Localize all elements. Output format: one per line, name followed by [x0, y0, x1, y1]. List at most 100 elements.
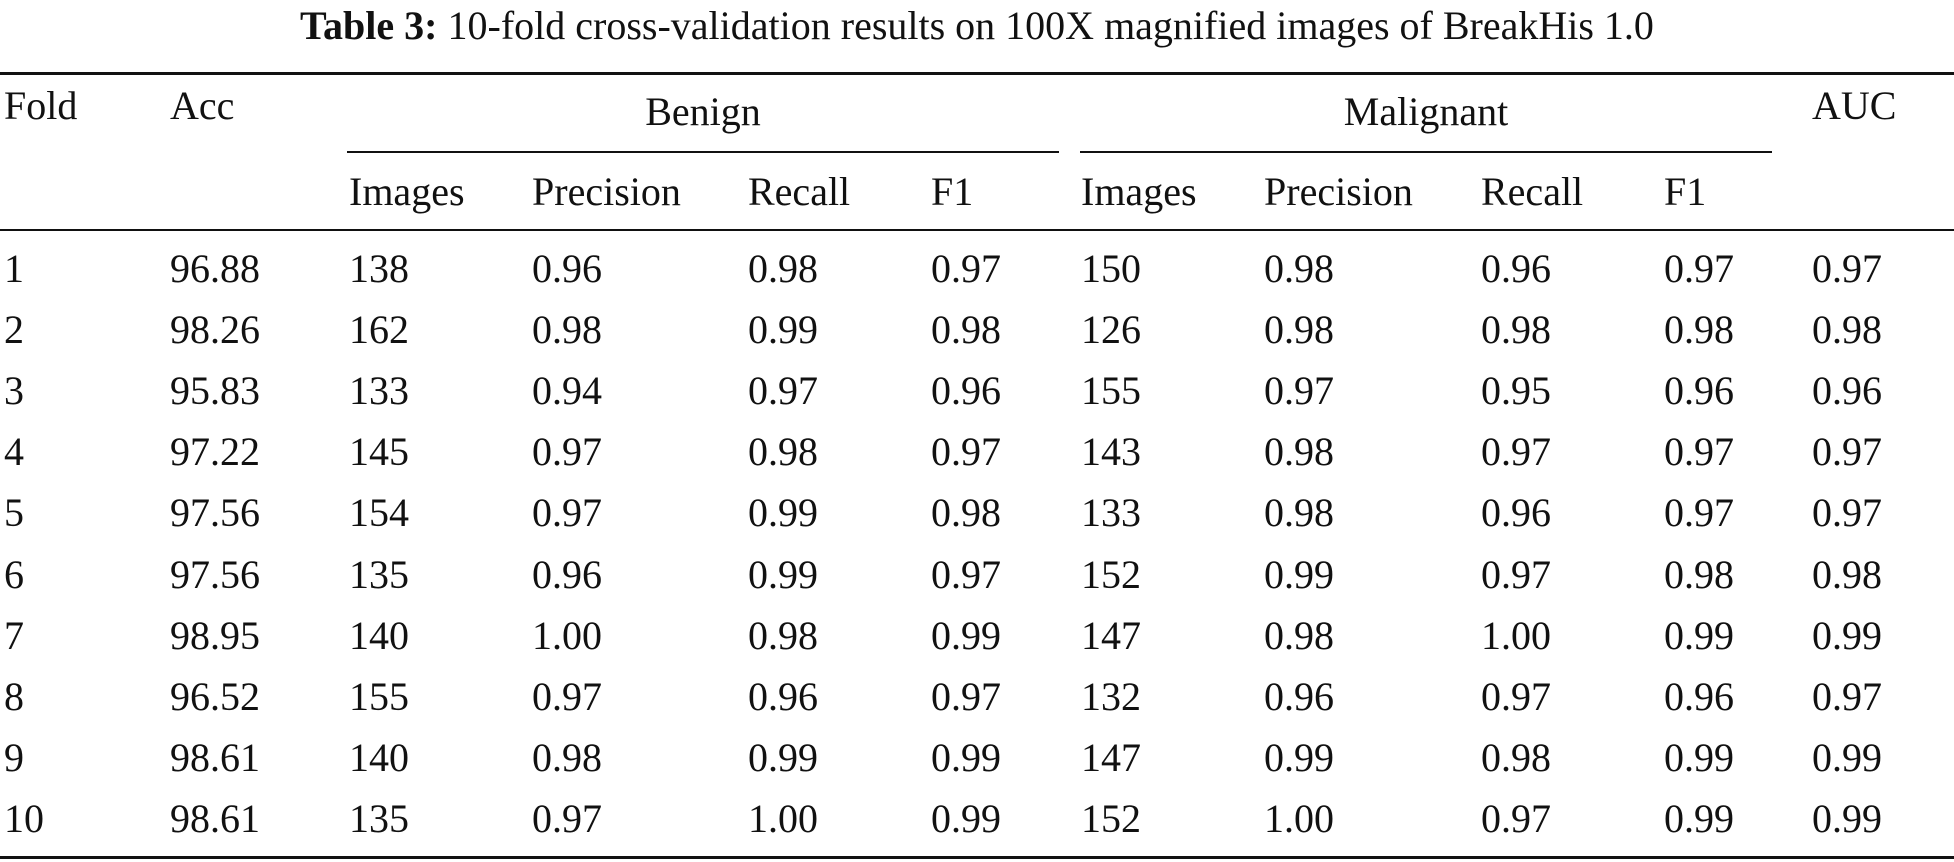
header-bottom-rule — [0, 229, 1954, 231]
table-row: 3 95.83 133 0.94 0.97 0.96 155 0.97 0.95 0.96 0.96 — [0, 367, 1954, 428]
cell-benign-images: 133 — [349, 368, 409, 413]
cell-benign-f1: 0.97 — [931, 246, 1001, 291]
cell-fold: 10 — [4, 796, 44, 841]
cell-fold: 9 — [4, 735, 24, 780]
cell-auc: 0.99 — [1812, 613, 1882, 658]
cell-malignant-precision: 0.99 — [1264, 552, 1334, 597]
cell-malignant-f1: 0.97 — [1664, 246, 1734, 291]
cell-benign-precision: 0.98 — [532, 735, 602, 780]
cell-fold: 3 — [4, 368, 24, 413]
cell-acc: 98.95 — [170, 613, 260, 658]
cell-benign-images: 162 — [349, 307, 409, 352]
cell-malignant-f1: 0.99 — [1664, 796, 1734, 841]
table-caption-label: Table 3: — [300, 3, 438, 48]
cell-auc: 0.97 — [1812, 674, 1882, 719]
cell-malignant-recall: 0.98 — [1481, 735, 1551, 780]
table-caption: Table 3: 10-fold cross-validation result… — [0, 0, 1954, 50]
cell-malignant-images: 132 — [1081, 674, 1141, 719]
cell-benign-precision: 0.94 — [532, 368, 602, 413]
header-benign-recall: Recall — [748, 169, 851, 214]
cell-malignant-images: 133 — [1081, 490, 1141, 535]
cell-acc: 95.83 — [170, 368, 260, 413]
cell-malignant-precision: 0.98 — [1264, 307, 1334, 352]
cell-acc: 98.61 — [170, 796, 260, 841]
cell-malignant-recall: 0.97 — [1481, 552, 1551, 597]
cell-malignant-f1: 0.96 — [1664, 674, 1734, 719]
cell-benign-precision: 0.97 — [532, 429, 602, 474]
cell-benign-recall: 0.98 — [748, 246, 818, 291]
cell-auc: 0.98 — [1812, 552, 1882, 597]
header-benign-group: Benign — [645, 89, 761, 134]
cell-auc: 0.99 — [1812, 796, 1882, 841]
cell-malignant-precision: 0.98 — [1264, 490, 1334, 535]
cell-benign-f1: 0.98 — [931, 490, 1001, 535]
cell-benign-images: 135 — [349, 552, 409, 597]
cell-malignant-images: 152 — [1081, 796, 1141, 841]
benign-group-rule — [347, 151, 1059, 153]
header-auc: AUC — [1812, 83, 1897, 128]
cell-benign-f1: 0.97 — [931, 674, 1001, 719]
cell-malignant-recall: 0.96 — [1481, 246, 1551, 291]
table-row: 1 96.88 138 0.96 0.98 0.97 150 0.98 0.96 0.97 0.97 — [0, 245, 1954, 306]
cell-malignant-images: 150 — [1081, 246, 1141, 291]
cell-malignant-precision: 0.99 — [1264, 735, 1334, 780]
cell-fold: 8 — [4, 674, 24, 719]
header-acc: Acc — [170, 83, 235, 128]
cell-benign-f1: 0.99 — [931, 735, 1001, 780]
cell-malignant-precision: 0.96 — [1264, 674, 1334, 719]
cell-malignant-precision: 0.97 — [1264, 368, 1334, 413]
cell-fold: 5 — [4, 490, 24, 535]
cell-malignant-recall: 1.00 — [1481, 613, 1551, 658]
table-caption-text: 10-fold cross-validation results on 100X… — [447, 3, 1654, 48]
table-row: 8 96.52 155 0.97 0.96 0.97 132 0.96 0.97 0.96 0.97 — [0, 673, 1954, 734]
cell-malignant-images: 126 — [1081, 307, 1141, 352]
header-benign-f1: F1 — [931, 169, 974, 214]
cell-acc: 96.88 — [170, 246, 260, 291]
table-row: 10 98.61 135 0.97 1.00 0.99 152 1.00 0.97 0.99 0.9… — [0, 795, 1954, 856]
cell-auc: 0.99 — [1812, 735, 1882, 780]
cell-benign-images: 138 — [349, 246, 409, 291]
table-row: 7 98.95 140 1.00 0.98 0.99 147 0.98 1.00 0.99 0.99 — [0, 612, 1954, 673]
cell-malignant-f1: 0.99 — [1664, 613, 1734, 658]
table-top-rule — [0, 72, 1954, 75]
cell-fold: 6 — [4, 552, 24, 597]
cell-malignant-images: 152 — [1081, 552, 1141, 597]
cell-acc: 98.61 — [170, 735, 260, 780]
table-row: 6 97.56 135 0.96 0.99 0.97 152 0.99 0.97 0.98 0.98 — [0, 551, 1954, 612]
cell-benign-recall: 0.97 — [748, 368, 818, 413]
cell-malignant-recall: 0.97 — [1481, 429, 1551, 474]
cell-malignant-f1: 0.96 — [1664, 368, 1734, 413]
cell-malignant-f1: 0.99 — [1664, 735, 1734, 780]
cell-benign-recall: 0.99 — [748, 552, 818, 597]
header-malignant-f1: F1 — [1664, 169, 1707, 214]
header-malignant-group: Malignant — [1343, 89, 1509, 134]
header-benign-precision: Precision — [532, 169, 681, 214]
cell-benign-images: 155 — [349, 674, 409, 719]
cell-benign-f1: 0.99 — [931, 613, 1001, 658]
cell-auc: 0.98 — [1812, 307, 1882, 352]
cell-malignant-precision: 1.00 — [1264, 796, 1334, 841]
header-malignant-recall: Recall — [1481, 169, 1584, 214]
cell-benign-recall: 0.96 — [748, 674, 818, 719]
cell-malignant-recall: 0.95 — [1481, 368, 1551, 413]
cell-benign-recall: 0.98 — [748, 613, 818, 658]
cell-auc: 0.97 — [1812, 246, 1882, 291]
cell-benign-images: 135 — [349, 796, 409, 841]
header-benign-images: Images — [349, 169, 465, 214]
cell-benign-precision: 1.00 — [532, 613, 602, 658]
cell-malignant-recall: 0.97 — [1481, 796, 1551, 841]
cell-fold: 2 — [4, 307, 24, 352]
table-row: 2 98.26 162 0.98 0.99 0.98 126 0.98 0.98 0.98 0.98 — [0, 306, 1954, 367]
cell-fold: 7 — [4, 613, 24, 658]
cell-malignant-precision: 0.98 — [1264, 246, 1334, 291]
table-row: 5 97.56 154 0.97 0.99 0.98 133 0.98 0.96 0.97 0.97 — [0, 489, 1954, 550]
cell-benign-f1: 0.97 — [931, 429, 1001, 474]
cell-malignant-recall: 0.98 — [1481, 307, 1551, 352]
cell-benign-images: 140 — [349, 613, 409, 658]
header-malignant-precision: Precision — [1264, 169, 1413, 214]
cell-benign-precision: 0.96 — [532, 552, 602, 597]
cell-malignant-images: 147 — [1081, 735, 1141, 780]
cell-benign-recall: 0.99 — [748, 490, 818, 535]
cell-benign-precision: 0.97 — [532, 796, 602, 841]
cell-benign-precision: 0.97 — [532, 674, 602, 719]
